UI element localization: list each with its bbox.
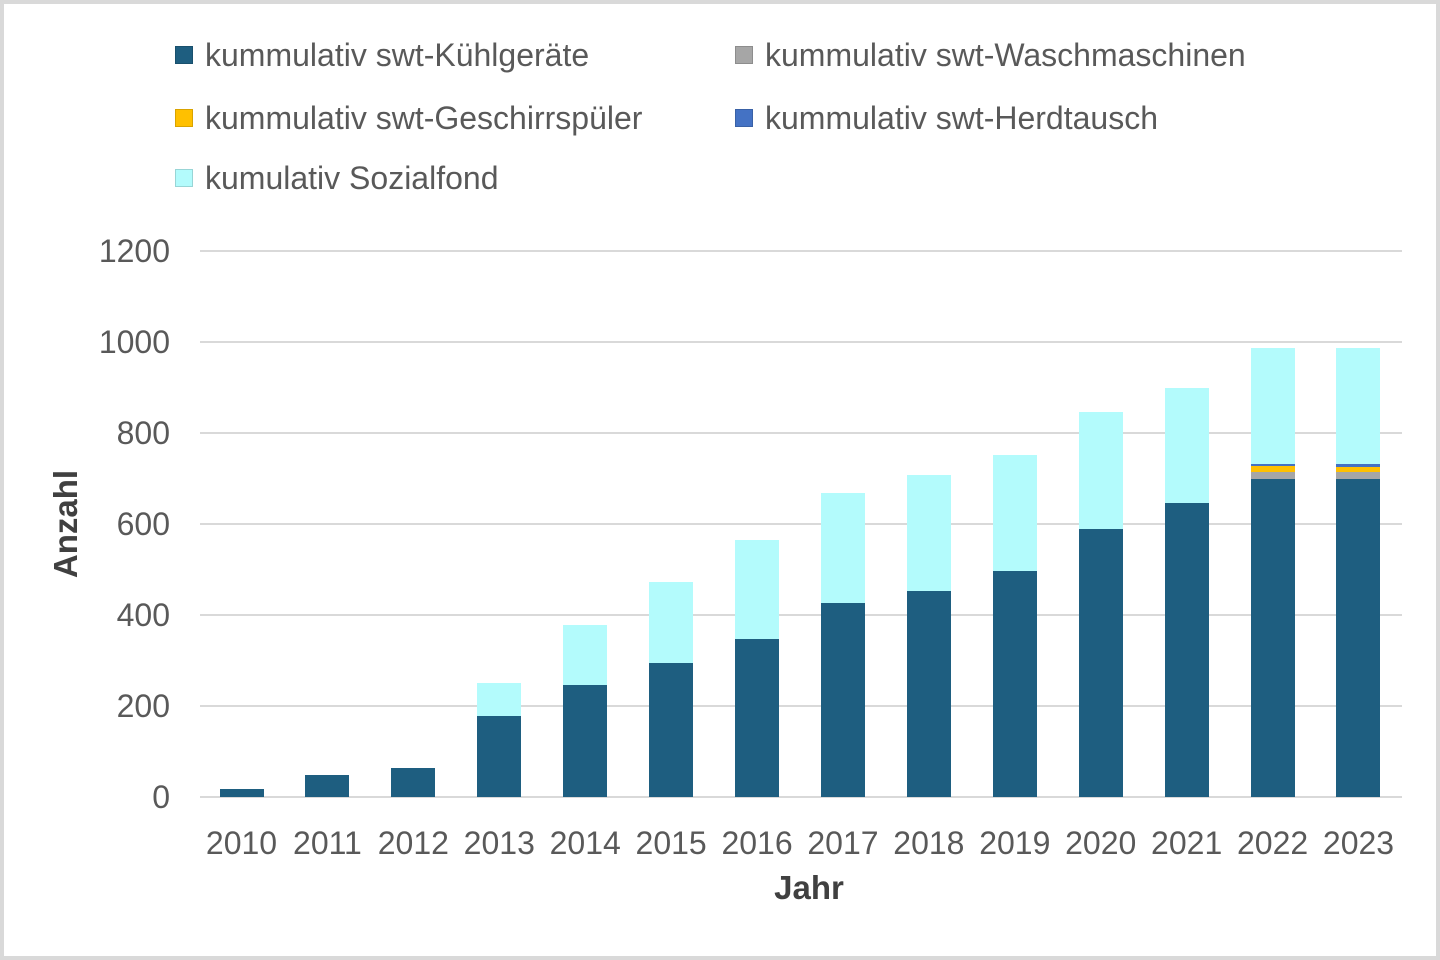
y-axis-title: Anzahl xyxy=(47,469,84,579)
gridline xyxy=(200,523,1402,525)
x-tick-label: 2023 xyxy=(1322,825,1395,861)
bar-segment-2022 xyxy=(1250,471,1295,479)
bar-segment-2013 xyxy=(477,682,522,717)
legend-label: kumulativ Sozialfond xyxy=(205,159,499,196)
gridline xyxy=(200,614,1402,616)
bar-segment-2014 xyxy=(563,624,608,685)
bar-segment-2012 xyxy=(391,767,436,797)
legend-item: kummulativ swt-Waschmaschinen xyxy=(735,35,1246,75)
bar-segment-2021 xyxy=(1164,387,1209,503)
bar-segment-2022 xyxy=(1250,466,1295,472)
y-tick-label: 0 xyxy=(152,779,170,815)
x-tick-label: 2014 xyxy=(549,825,621,861)
y-tick-label: 400 xyxy=(116,597,170,633)
bar-segment-2022 xyxy=(1250,347,1295,464)
x-tick-label: 2022 xyxy=(1236,825,1309,861)
bar-segment-2023 xyxy=(1336,472,1381,479)
bar-segment-2017 xyxy=(820,603,865,797)
legend-item: kummulativ swt-Herdtausch xyxy=(735,98,1158,138)
bar-segment-2010 xyxy=(219,788,264,797)
bar-segment-2019 xyxy=(992,454,1037,571)
legend-swatch-icon xyxy=(175,109,193,127)
legend-item: kummulativ swt-Geschirrspüler xyxy=(175,98,642,138)
bar-segment-2018 xyxy=(906,475,951,592)
x-tick-label: 2012 xyxy=(377,825,449,861)
y-tick-label: 200 xyxy=(116,688,170,724)
bar-segment-2017 xyxy=(820,492,865,604)
bar-segment-2023 xyxy=(1336,464,1381,467)
legend-label: kummulativ swt-Waschmaschinen xyxy=(765,36,1246,73)
bar-segment-2023 xyxy=(1336,466,1381,473)
legend-swatch-icon xyxy=(175,169,193,187)
legend-swatch-icon xyxy=(175,46,193,64)
bar-segment-2011 xyxy=(305,775,350,797)
legend-label: kummulativ swt-Geschirrspüler xyxy=(205,99,643,136)
x-axis-title: Jahr xyxy=(774,869,844,906)
bar-segment-2015 xyxy=(649,663,694,797)
bar-segment-2022 xyxy=(1250,478,1295,797)
x-tick-label: 2017 xyxy=(807,825,879,861)
legend-item: kumulativ Sozialfond xyxy=(175,158,498,198)
bar-segment-2022 xyxy=(1250,463,1295,467)
bar-segment-2021 xyxy=(1164,502,1209,797)
x-tick-label: 2010 xyxy=(205,825,278,861)
bar-segment-2016 xyxy=(735,539,780,640)
legend-label: kummulativ swt-Kühlgeräte xyxy=(205,36,590,73)
bar-segment-2015 xyxy=(649,582,694,664)
legend-swatch-icon xyxy=(735,109,753,127)
bar-segment-2013 xyxy=(477,716,522,797)
x-tick-label: 2011 xyxy=(293,825,362,861)
y-tick-label: 800 xyxy=(116,415,170,451)
legend-item: kummulativ swt-Kühlgeräte xyxy=(175,35,589,75)
x-tick-label: 2020 xyxy=(1065,825,1137,861)
gridline xyxy=(200,250,1402,252)
x-tick-label: 2019 xyxy=(979,825,1051,861)
gridline xyxy=(200,432,1402,434)
bar-segment-2020 xyxy=(1078,529,1123,797)
y-tick-label: 600 xyxy=(116,506,170,542)
legend-label: kummulativ swt-Herdtausch xyxy=(765,99,1158,136)
y-tick-label: 1200 xyxy=(98,233,170,269)
bar-segment-2023 xyxy=(1336,478,1381,797)
bar-segment-2023 xyxy=(1336,347,1381,465)
bar-segment-2016 xyxy=(735,639,780,797)
bar-segment-2018 xyxy=(906,591,951,797)
x-tick-label: 2018 xyxy=(893,825,965,861)
x-tick-label: 2021 xyxy=(1151,825,1223,861)
bar-segment-2019 xyxy=(992,570,1037,797)
gridline xyxy=(200,705,1402,707)
x-tick-label: 2015 xyxy=(635,825,707,861)
x-tick-label: 2013 xyxy=(463,825,535,861)
plot-area xyxy=(200,250,1402,798)
gridline xyxy=(200,796,1402,798)
gridline xyxy=(200,341,1402,343)
bar-segment-2020 xyxy=(1078,412,1123,530)
legend-swatch-icon xyxy=(735,46,753,64)
bar-segment-2014 xyxy=(563,684,608,797)
x-tick-label: 2016 xyxy=(721,825,793,861)
y-tick-label: 1000 xyxy=(98,324,170,360)
